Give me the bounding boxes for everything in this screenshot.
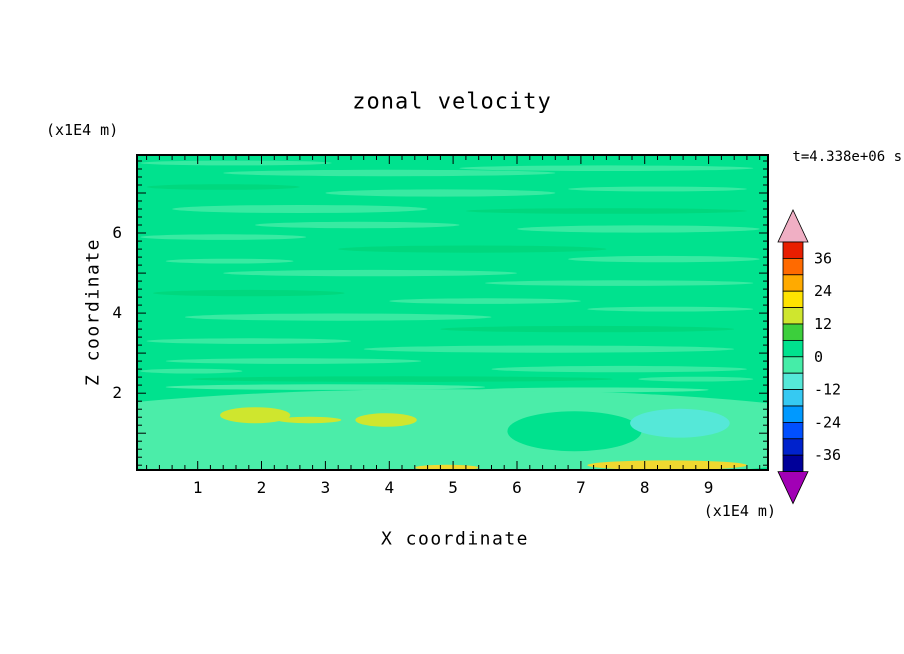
contour-region: [220, 407, 291, 424]
contour-region: [325, 189, 556, 197]
axis-ticks: [137, 155, 768, 470]
x-tick-labels: 1 2 3 4 5 6 7 8 9: [193, 478, 714, 497]
colorbar-band: [782, 356, 804, 374]
contour-region: [638, 376, 754, 382]
contour-region: [338, 245, 607, 253]
contour-region: [137, 389, 768, 470]
colorbar-band: [782, 307, 804, 325]
contour-region: [587, 460, 747, 470]
contour-region: [485, 280, 754, 286]
x-tick-label: 3: [321, 478, 331, 497]
x-axis-label: X coordinate: [380, 528, 530, 550]
colorbar: [777, 209, 809, 505]
colorbar-band: [782, 372, 804, 391]
contour-region: [389, 298, 581, 304]
contour-region: [363, 345, 735, 353]
contour-field: [137, 155, 768, 470]
colorbar-label: 0: [814, 348, 823, 366]
contour-region: [223, 269, 517, 277]
colorbar-band: [782, 257, 804, 276]
colorbar-under-arrow: [777, 471, 809, 505]
x-tick-label: 7: [576, 478, 586, 497]
contour-region: [146, 338, 351, 344]
plot-frame: [136, 154, 769, 471]
colorbar-label: 12: [814, 315, 832, 333]
time-annotation: t=4.338e+06 s: [792, 149, 902, 165]
contour-region: [507, 411, 642, 452]
y-axis-label: Z coordinate: [82, 237, 104, 387]
x-tick-label: 4: [384, 478, 394, 497]
y-axis-unit-label: (x1E4 m): [46, 121, 119, 139]
colorbar-band: [782, 274, 804, 292]
colorbar-band: [782, 405, 804, 423]
x-tick-label: 5: [448, 478, 458, 497]
contour-region: [478, 387, 709, 393]
colorbar-band: [782, 389, 804, 407]
contour-region: [587, 306, 754, 312]
contour-region: [172, 205, 428, 213]
contour-region: [146, 184, 300, 190]
contour-region: [630, 408, 730, 438]
y-tick-labels: 2 4 6: [112, 223, 122, 402]
colorbar-labels: 36 24 12 0 -12 -24 -36: [814, 249, 841, 464]
contour-region: [517, 225, 760, 233]
contour-region: [184, 313, 492, 321]
contour-region: [465, 208, 747, 214]
figure-title: zonal velocity: [352, 89, 552, 115]
contour-region: [459, 165, 754, 171]
contour-region: [440, 325, 735, 333]
x-tick-label: 1: [193, 478, 203, 497]
contour-region: [223, 169, 556, 177]
colorbar-label: -36: [814, 446, 841, 464]
contour-region: [165, 258, 294, 264]
x-tick-label: 9: [704, 478, 714, 497]
colorbar-over-arrow: [777, 209, 809, 243]
colorbar-label: 24: [814, 282, 832, 300]
contour-region: [568, 255, 760, 263]
y-tick-label: 6: [112, 223, 122, 242]
colorbar-band: [782, 421, 804, 440]
contour-region: [568, 186, 747, 192]
contour-region: [414, 464, 479, 470]
contour-region: [255, 221, 460, 229]
colorbar-band: [782, 323, 804, 341]
x-axis-unit-label: (x1E4 m): [703, 502, 776, 520]
x-tick-label: 2: [257, 478, 267, 497]
contour-region: [355, 413, 417, 427]
contour-region: [165, 358, 422, 364]
contour-region: [153, 289, 345, 297]
colorbar-label: -24: [814, 413, 841, 431]
contour-region: [491, 365, 747, 373]
y-tick-label: 4: [112, 303, 122, 322]
contour-region: [140, 368, 243, 374]
contour-region: [165, 384, 486, 390]
contour-region: [191, 376, 613, 382]
colorbar-band: [782, 454, 804, 473]
y-tick-label: 2: [112, 383, 122, 402]
colorbar-band: [782, 290, 804, 309]
contour-region: [277, 416, 342, 424]
colorbar-band: [782, 438, 804, 456]
colorbar-label: 36: [814, 249, 832, 267]
contour-region: [140, 234, 307, 240]
colorbar-label: -12: [814, 381, 841, 399]
colorbar-band: [782, 241, 804, 259]
colorbar-band: [782, 339, 804, 358]
x-tick-label: 8: [640, 478, 650, 497]
x-tick-label: 6: [512, 478, 522, 497]
contour-region: [140, 160, 332, 166]
